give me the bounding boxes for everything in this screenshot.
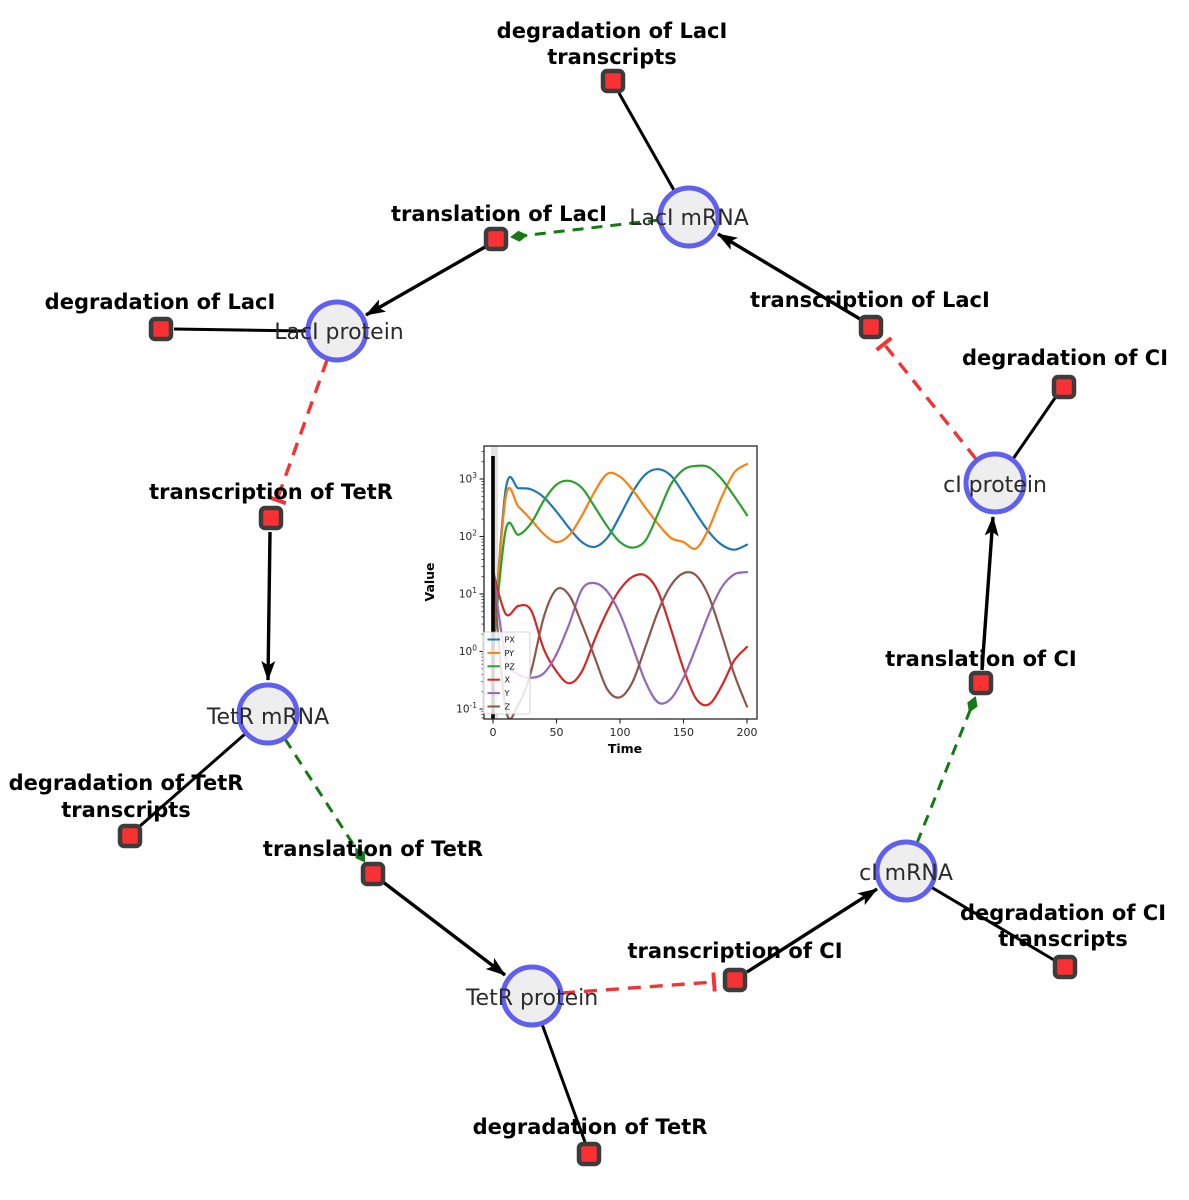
label-transcription-laci: transcription of LacI: [750, 288, 990, 312]
species-ci-mrna[interactable]: [874, 839, 938, 903]
legend-label-Z: Z: [505, 703, 511, 712]
label-tetr-mrna: TetR mRNA: [206, 705, 329, 730]
label-degradation-laci: degradation of LacI: [45, 290, 276, 314]
reaction-transcription-of-laci[interactable]: [858, 314, 884, 340]
x-tick-label: 0: [490, 726, 497, 739]
edge-tetr-mrna-to-degradation-transcripts: [139, 732, 246, 828]
reaction-degradation-of-ci-transcripts[interactable]: [1052, 954, 1078, 980]
y-tick-label: 101: [459, 586, 477, 601]
edge-tetr-protein-inhibits-transcription-ci: [561, 972, 717, 995]
reaction-translation-of-ci[interactable]: [968, 670, 994, 696]
species-tetr-mrna[interactable]: [236, 682, 300, 746]
reaction-degradation-of-tetr[interactable]: [576, 1141, 602, 1167]
label-ci-protein: cI protein: [943, 473, 1047, 498]
edge-transcription-laci-to-laci-mrna: [717, 232, 861, 321]
legend-label-PX: PX: [505, 636, 516, 645]
reaction-transcription-of-ci[interactable]: [722, 967, 748, 993]
label-translation-ci: translation of CI: [885, 647, 1076, 671]
edge-tetr-protein-to-degradation-tetr: [540, 1023, 587, 1143]
label-laci-mrna: LacI mRNA: [629, 206, 749, 231]
edge-laci-mrna-to-degradation-transcripts: [617, 92, 677, 193]
time-course-plot: 0 50 100 150 200 10-1 100 101 102 103 Time Value PX P…: [422, 445, 758, 756]
label-degradation-tetr-transcripts-2: transcripts: [61, 798, 191, 822]
reaction-degradation-of-ci[interactable]: [1051, 374, 1077, 400]
label-transcription-ci: transcription of CI: [627, 939, 842, 963]
edge-laci-protein-to-degradation-laci: [173, 327, 308, 333]
edge-transcription-ci-to-ci-mrna: [746, 887, 878, 974]
label-translation-laci: translation of LacI: [391, 202, 607, 226]
series-Y-line: [491, 570, 749, 705]
legend-label-Y: Y: [504, 689, 510, 698]
x-tick-label: 100: [610, 726, 631, 739]
legend-label-PZ: PZ: [505, 662, 516, 671]
y-tick-label: 103: [459, 471, 477, 486]
label-laci-protein: LacI protein: [274, 320, 404, 345]
edge-translation-ci-to-ci-protein: [980, 516, 999, 671]
species-laci-mrna[interactable]: [657, 185, 721, 249]
reaction-degradation-of-laci-transcripts[interactable]: [600, 68, 626, 94]
reaction-translation-of-tetr[interactable]: [360, 861, 386, 887]
label-ci-mrna: cI mRNA: [859, 861, 953, 886]
edge-translation-laci-to-laci-protein: [365, 245, 486, 317]
label-translation-tetr: translation of TetR: [263, 837, 483, 861]
species-ci-protein[interactable]: [963, 451, 1027, 515]
series-PY-line: [491, 462, 749, 653]
x-tick-label: 200: [737, 726, 758, 739]
reaction-transcription-of-tetr[interactable]: [258, 505, 284, 531]
edge-laci-mrna-modifies-translation-laci: [510, 218, 660, 242]
label-tetr-protein: TetR protein: [465, 986, 598, 1011]
x-axis-title: Time: [608, 741, 642, 756]
series-PX-line: [491, 468, 749, 653]
reaction-translation-of-laci[interactable]: [483, 226, 509, 252]
reaction-degradation-of-laci[interactable]: [148, 316, 174, 342]
label-degradation-laci-transcripts-2: transcripts: [547, 45, 677, 69]
species-laci-protein[interactable]: [305, 299, 369, 363]
legend-label-PY: PY: [505, 649, 515, 658]
edge-transcription-tetr-to-tetr-mrna: [261, 531, 276, 681]
series-X-line: [491, 570, 749, 707]
edge-ci-protein-inhibits-transcription-laci: [875, 336, 978, 461]
label-degradation-tetr-transcripts-1: degradation of TetR: [9, 771, 244, 795]
x-tick-label: 50: [550, 726, 564, 739]
edge-ci-mrna-modifies-translation-ci: [915, 696, 978, 844]
x-tick-label: 150: [673, 726, 694, 739]
label-transcription-tetr: transcription of TetR: [149, 480, 393, 504]
y-tick-label: 102: [459, 529, 477, 544]
edge-translation-tetr-to-tetr-protein: [381, 880, 507, 977]
label-degradation-laci-transcripts-1: degradation of LacI: [497, 19, 728, 43]
label-degradation-ci: degradation of CI: [962, 346, 1168, 370]
legend-label-X: X: [505, 676, 511, 685]
edge-ci-protein-to-degradation-ci: [1011, 397, 1057, 460]
series-Z-line: [491, 570, 749, 719]
edge-tetr-mrna-modifies-translation-tetr: [283, 738, 366, 863]
species-tetr-protein[interactable]: [500, 964, 564, 1028]
edge-laci-protein-inhibits-transcription-tetr: [267, 359, 329, 506]
label-degradation-ci-transcripts-2: transcripts: [998, 927, 1128, 951]
y-axis-title: Value: [422, 562, 437, 601]
reaction-degradation-of-tetr-transcripts[interactable]: [117, 823, 143, 849]
edge-ci-mrna-to-degradation-transcripts: [930, 885, 1055, 962]
label-degradation-tetr: degradation of TetR: [473, 1115, 708, 1139]
label-degradation-ci-transcripts-1: degradation of CI: [960, 901, 1166, 925]
y-tick-label: 100: [459, 644, 477, 659]
y-tick-label: 10-1: [456, 701, 477, 716]
series-PZ-line: [491, 464, 749, 653]
